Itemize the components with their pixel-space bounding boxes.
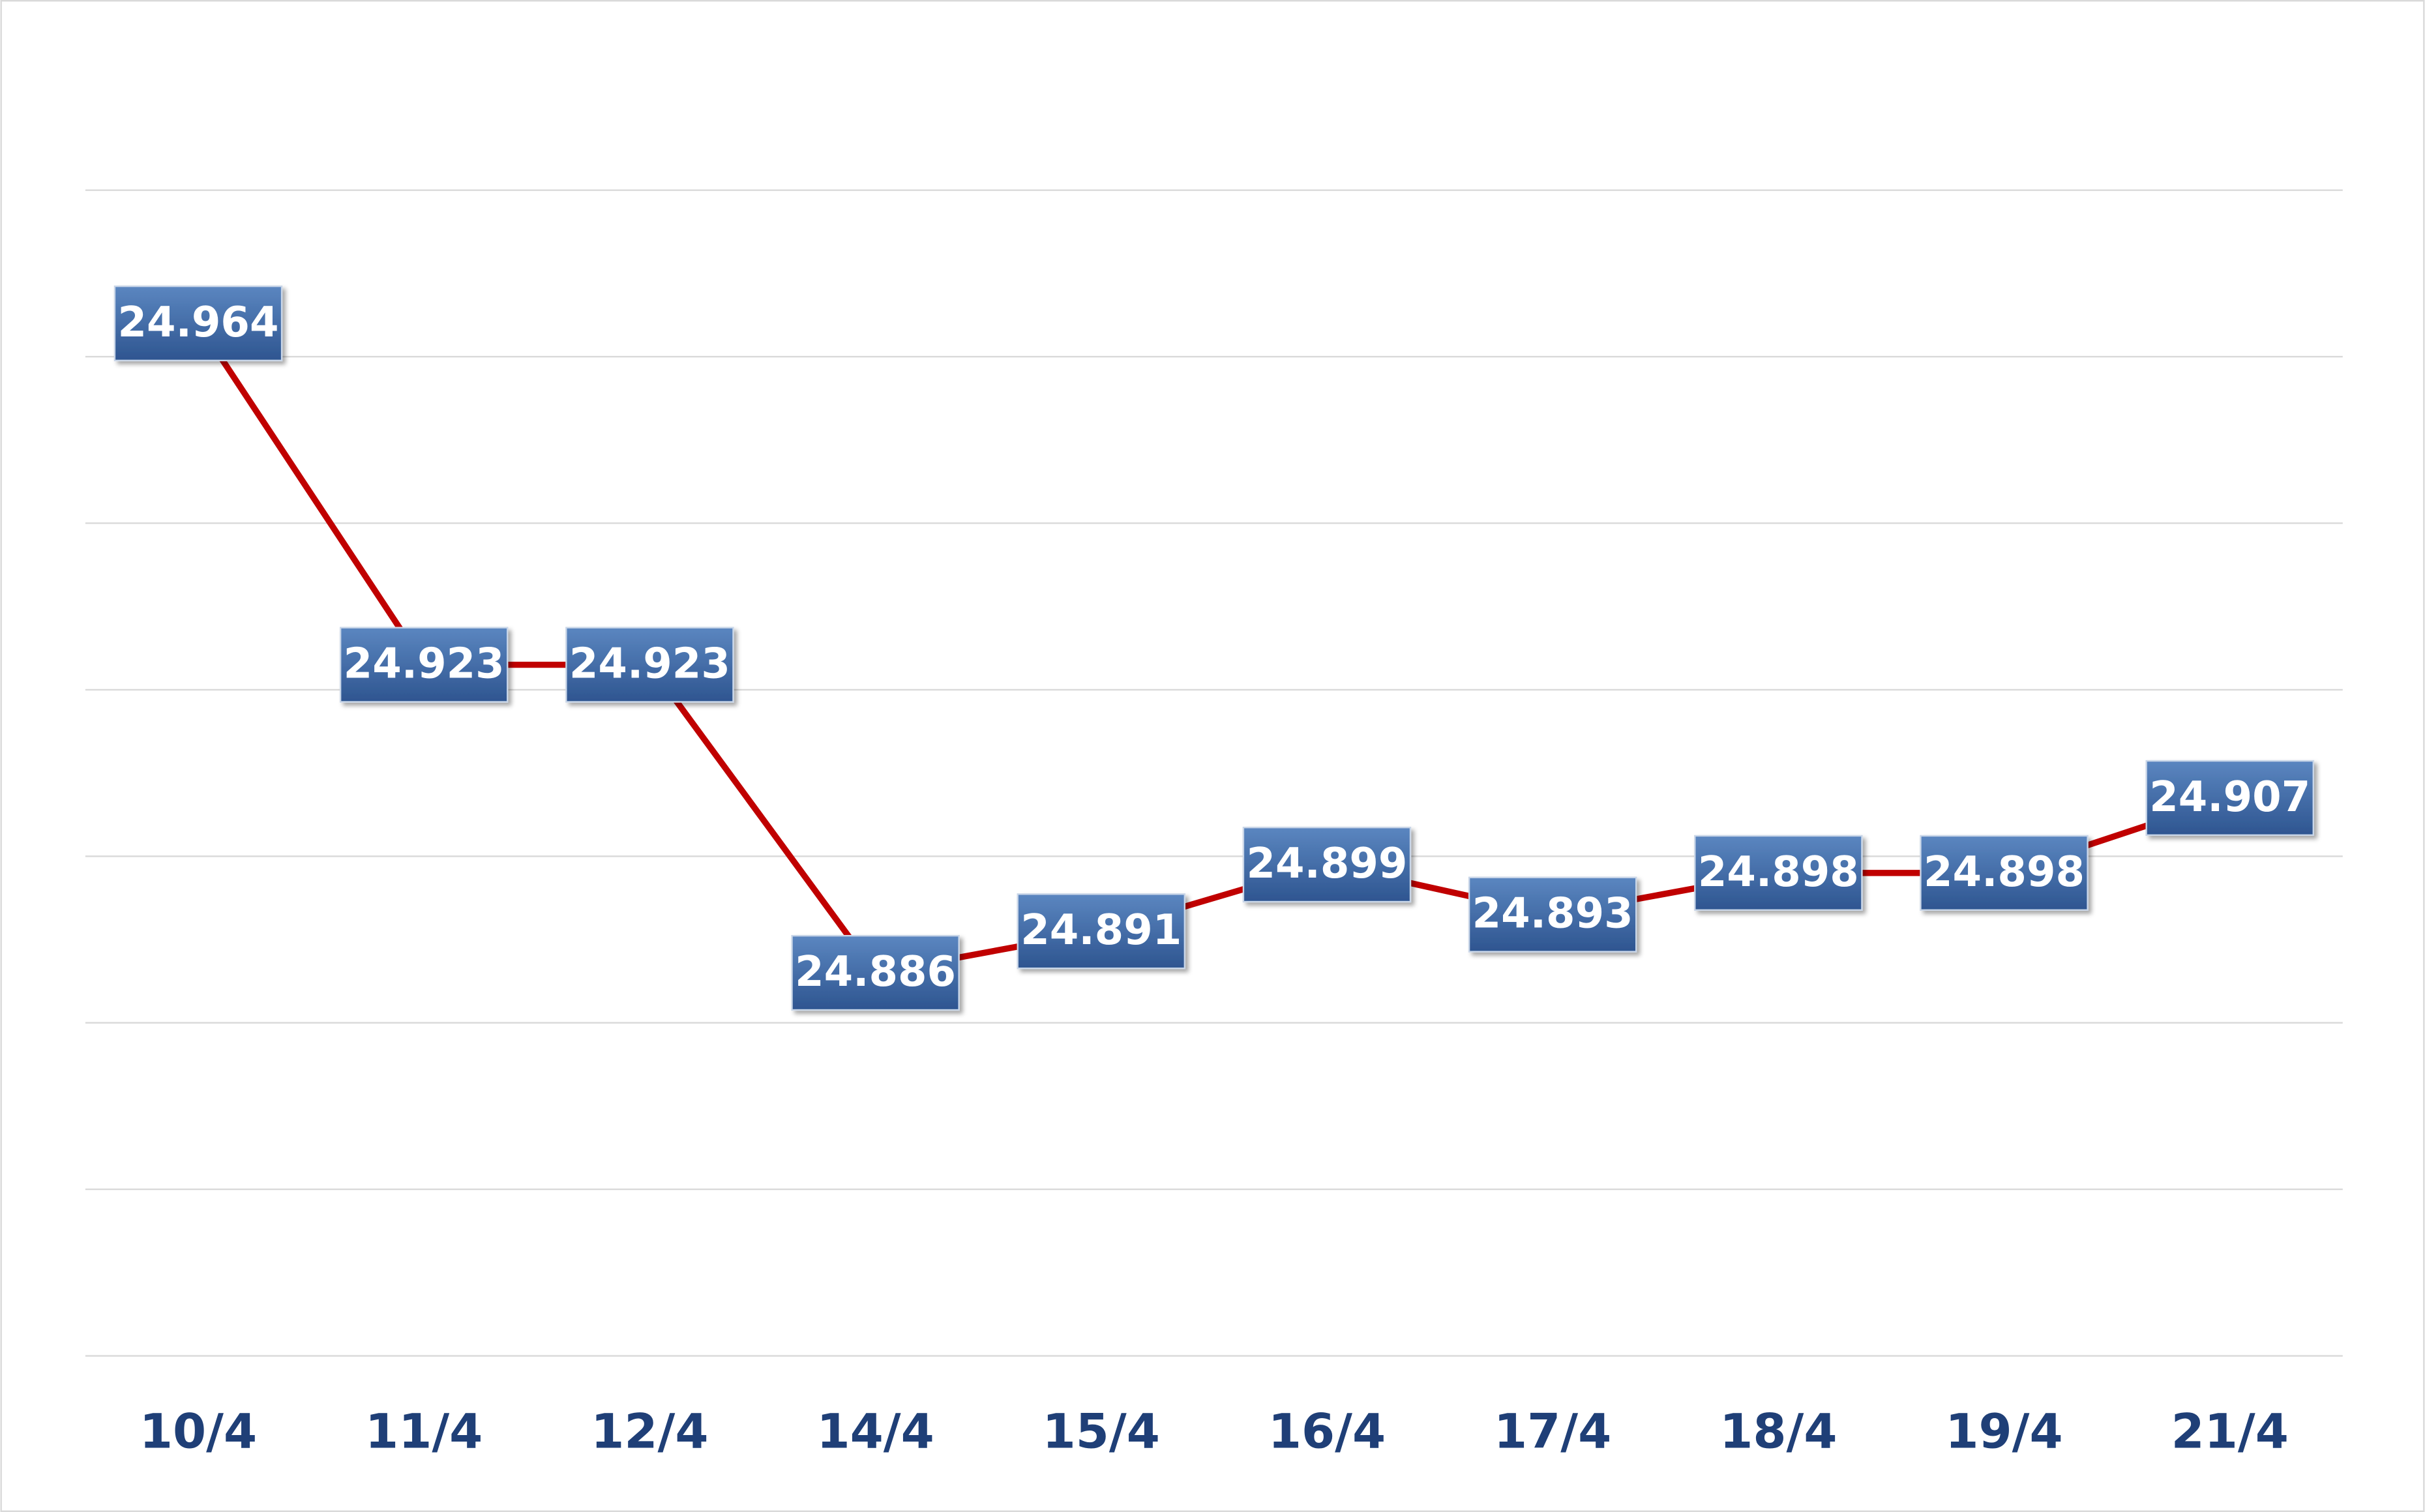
data-label-box (1017, 893, 1186, 970)
x-tick-label: 10/4 (140, 1404, 257, 1459)
data-label-group: 24.893 (1468, 876, 1637, 953)
data-label-group: 24.886 (791, 934, 960, 1011)
data-label: 24.891 (1020, 906, 1182, 955)
data-label: 24.923 (569, 640, 730, 689)
data-label-box (1920, 835, 2089, 911)
data-label-box (565, 627, 734, 703)
x-tick-label: 18/4 (1719, 1404, 1837, 1459)
data-label-group: 24.964 (113, 285, 283, 362)
data-label: 24.886 (795, 948, 956, 996)
data-label-group: 24.923 (565, 627, 734, 703)
data-label-box (339, 627, 509, 703)
data-label: 24.923 (344, 640, 505, 689)
data-label: 24.898 (1698, 848, 1859, 897)
data-label: 24.893 (1472, 890, 1633, 938)
data-label-group: 24.923 (339, 627, 509, 703)
x-tick-label: 15/4 (1043, 1404, 1160, 1459)
x-tick-label: 12/4 (591, 1404, 708, 1459)
series-line (196, 321, 2231, 976)
data-label: 24.964 (117, 299, 278, 347)
x-tick-label: 17/4 (1494, 1404, 1611, 1459)
x-tick-label: 19/4 (1945, 1404, 2062, 1459)
x-tick-label: 21/4 (2171, 1404, 2289, 1459)
x-tick-label: 14/4 (816, 1404, 934, 1459)
data-label-group: 24.898 (1694, 835, 1863, 911)
data-label: 24.907 (2149, 773, 2310, 822)
data-label-group: 24.899 (1242, 826, 1412, 903)
data-label-box (2145, 760, 2314, 836)
data-label: 24.898 (1924, 848, 2085, 897)
x-tick-label: 11/4 (365, 1404, 483, 1459)
data-label-group: 24.898 (1920, 835, 2089, 911)
x-tick-label: 16/4 (1268, 1404, 1386, 1459)
data-label-box (791, 934, 960, 1011)
data-label-group: 24.907 (2145, 760, 2314, 836)
data-label-group: 24.891 (1017, 893, 1186, 970)
data-label-box (1694, 835, 1863, 911)
data-label-box (113, 285, 283, 362)
data-label-box (1242, 826, 1412, 903)
data-label-box (1468, 876, 1637, 953)
data-label: 24.899 (1246, 840, 1407, 888)
